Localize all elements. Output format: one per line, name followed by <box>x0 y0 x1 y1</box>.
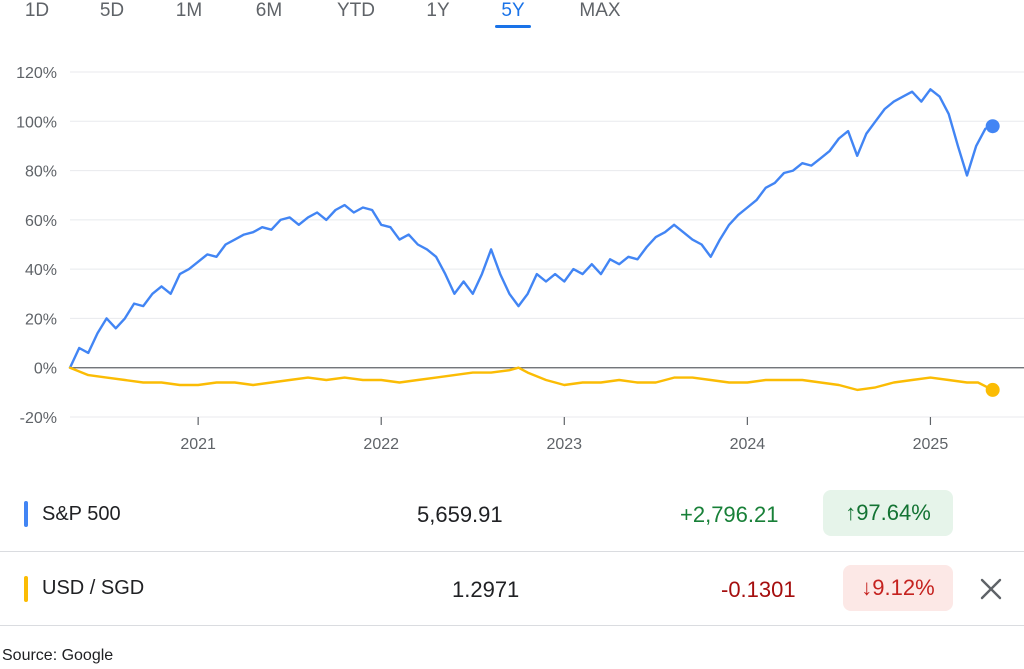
series-change: -0.1301 <box>721 577 796 602</box>
x-tick-label: 2024 <box>730 436 766 453</box>
y-tick-label: 80% <box>25 164 57 181</box>
legend-row-sp500[interactable]: S&P 500 5,659.91 +2,796.21 ↑97.64% <box>0 477 1024 551</box>
y-tick-label: 120% <box>16 65 57 82</box>
x-axis: 2021 2022 2023 2024 2025 <box>180 417 948 453</box>
y-tick-label: -20% <box>20 410 57 427</box>
row-divider <box>0 551 1024 552</box>
series-last-value: 1.2971 <box>452 577 520 602</box>
tab-max[interactable]: MAX <box>579 0 621 21</box>
y-tick-label: 40% <box>25 262 57 279</box>
tab-1d[interactable]: 1D <box>24 0 50 21</box>
tab-5y[interactable]: 5Y <box>501 0 525 21</box>
series-line-1 <box>68 366 994 392</box>
y-tick-label: 20% <box>25 311 57 328</box>
series-color-bar <box>24 576 28 602</box>
series-end-point-1 <box>985 382 1000 397</box>
y-tick-label: 60% <box>25 213 57 230</box>
row-divider <box>0 625 1024 626</box>
tab-1m[interactable]: 1M <box>175 0 203 21</box>
change-pct-badge: ↓9.12% <box>843 565 953 611</box>
x-tick-label: 2025 <box>913 436 949 453</box>
tab-6m[interactable]: 6M <box>255 0 283 21</box>
series-layer <box>68 88 1000 397</box>
series-line-0 <box>68 88 994 369</box>
series-last-value: 5,659.91 <box>417 502 503 527</box>
grid <box>70 71 1024 418</box>
line-chart: 120%100%80%60%40%20%0%-20% 2021 2022 2023 2… <box>16 65 1024 453</box>
x-tick-label: 2022 <box>363 436 399 453</box>
tab-ytd[interactable]: YTD <box>337 0 375 21</box>
legend-row-usdsgd[interactable]: USD / SGD 1.2971 -0.1301 ↓9.12% <box>0 552 1024 626</box>
y-axis: 120% 100% 80% 60% 40% 20% 0% -20% <box>16 65 57 427</box>
series-name: S&P 500 <box>42 503 121 525</box>
active-tab-underline <box>495 25 531 28</box>
series-change: +2,796.21 <box>680 502 779 527</box>
close-icon[interactable] <box>978 576 1004 602</box>
series-end-point-0 <box>985 119 1000 134</box>
range-tabs: 1D 5D 1M 6M YTD 1Y 5Y MAX <box>0 0 700 30</box>
source-caption: Source: Google <box>2 647 114 664</box>
tab-5d[interactable]: 5D <box>99 0 125 21</box>
change-pct-badge: ↑97.64% <box>823 490 953 536</box>
y-tick-label: 0% <box>34 361 57 378</box>
series-color-bar <box>24 501 28 527</box>
y-tick-label: 100% <box>16 114 57 131</box>
x-tick-label: 2023 <box>546 436 582 453</box>
tab-1y[interactable]: 1Y <box>426 0 450 21</box>
x-tick-label: 2021 <box>180 436 216 453</box>
series-name: USD / SGD <box>42 577 145 599</box>
